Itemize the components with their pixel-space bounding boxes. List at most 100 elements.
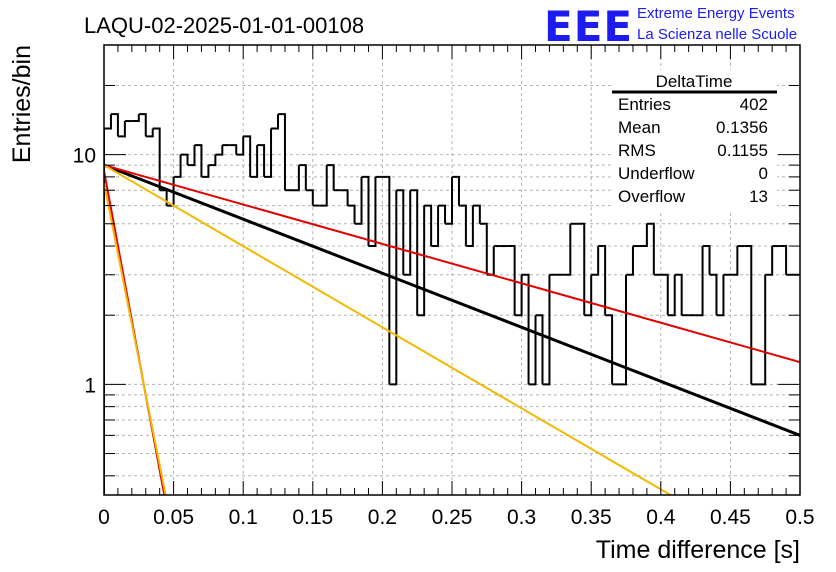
histogram-bin bbox=[591, 246, 600, 276]
histogram-bin bbox=[264, 128, 273, 178]
histogram-bin bbox=[507, 245, 516, 316]
stats-label-mean: Mean bbox=[618, 118, 661, 137]
histogram-bin bbox=[250, 145, 259, 178]
stats-value-mean: 0.1356 bbox=[716, 118, 768, 137]
histogram-bin bbox=[291, 165, 300, 192]
histogram-bin bbox=[347, 204, 356, 224]
histogram-bin bbox=[117, 121, 126, 138]
histogram-bin bbox=[354, 176, 363, 225]
x-tick-label: 0.45 bbox=[710, 506, 751, 529]
histogram-bin bbox=[472, 204, 481, 224]
histogram-bin bbox=[396, 189, 405, 275]
stats-value-entries: 402 bbox=[740, 95, 768, 114]
x-tick-label: 0 bbox=[98, 506, 110, 529]
histogram-bin bbox=[417, 205, 426, 317]
histogram-bin bbox=[229, 144, 238, 155]
y-tick-label: 10 bbox=[73, 145, 96, 168]
histogram-bin bbox=[236, 136, 245, 156]
fit-lines-layer bbox=[104, 163, 800, 495]
histogram-bin bbox=[208, 154, 217, 167]
stats-value-underflow: 0 bbox=[759, 164, 768, 183]
histogram-bin bbox=[431, 205, 440, 248]
x-tick-label: 0.05 bbox=[153, 506, 194, 529]
histogram-bin bbox=[145, 128, 154, 138]
histogram-bin bbox=[361, 175, 370, 247]
histogram-bin bbox=[340, 189, 349, 206]
histogram-bin bbox=[577, 222, 586, 316]
fit-line bbox=[104, 164, 673, 495]
histogram-bin bbox=[389, 190, 398, 386]
histogram-bin bbox=[702, 245, 711, 275]
y-tick-label: 1 bbox=[84, 374, 96, 397]
histogram-bin bbox=[152, 127, 161, 191]
eee-logo: EEE Extreme Energy Events La Scienza nel… bbox=[544, 2, 797, 51]
histogram-bin bbox=[674, 273, 683, 316]
histogram-bin bbox=[465, 205, 474, 248]
histogram-bin bbox=[660, 273, 669, 316]
stats-label-rms: RMS bbox=[618, 141, 656, 160]
stats-label-overflow: Overflow bbox=[618, 187, 686, 206]
x-tick-label: 0.4 bbox=[646, 506, 676, 529]
chart-title: LAQU-02-2025-01-01-00108 bbox=[84, 13, 364, 38]
histogram-bin bbox=[257, 144, 266, 177]
histogram-bin bbox=[709, 273, 718, 316]
tick-layer: 0 0.05 0.1 0.15 0.2 0.25 0.3 0.35 0.4 0.45 0.5 1 10 bbox=[73, 44, 815, 529]
histogram-bin bbox=[180, 153, 189, 166]
histogram-bin bbox=[194, 144, 203, 177]
x-tick-label: 0.15 bbox=[292, 506, 333, 529]
stats-value-rms: 0.1155 bbox=[717, 141, 768, 160]
histogram-bin bbox=[173, 154, 182, 178]
histogram-bin bbox=[298, 164, 307, 191]
histogram-bin bbox=[278, 113, 286, 191]
logo-letters: EEE bbox=[544, 2, 633, 51]
histogram-bin bbox=[514, 274, 523, 317]
stats-label-underflow: Underflow bbox=[618, 164, 695, 183]
histogram-bin bbox=[382, 175, 391, 385]
x-tick-label: 0.5 bbox=[785, 506, 814, 529]
histogram-bin bbox=[458, 204, 467, 247]
logo-line-2: La Scienza nelle Scuole bbox=[637, 26, 797, 43]
fit-line bbox=[104, 163, 800, 437]
histogram-bin bbox=[403, 190, 412, 276]
histogram-bin bbox=[744, 245, 753, 385]
logo-line-1: Extreme Energy Events bbox=[637, 5, 795, 22]
histogram-bin bbox=[584, 274, 593, 317]
y-axis-title: Entries/bin bbox=[8, 45, 36, 163]
histogram-bin bbox=[243, 135, 252, 177]
histogram-bin bbox=[779, 245, 788, 275]
histogram-bin bbox=[542, 274, 551, 386]
histogram-bin bbox=[528, 315, 537, 386]
x-tick-label: 0.1 bbox=[229, 506, 258, 529]
histogram-bin bbox=[326, 164, 335, 191]
x-tick-label: 0.3 bbox=[507, 506, 536, 529]
fit-line bbox=[104, 164, 800, 364]
stats-label-entries: Entries bbox=[618, 95, 671, 114]
x-axis-title: Time difference [s] bbox=[596, 536, 800, 564]
histogram-bin bbox=[215, 145, 224, 156]
histogram-bin bbox=[598, 245, 607, 316]
histogram-bin bbox=[758, 274, 767, 386]
x-tick-label: 0.35 bbox=[571, 506, 612, 529]
fit-line bbox=[104, 183, 167, 495]
histogram-bin bbox=[626, 246, 634, 276]
stats-box-name: DeltaTime bbox=[656, 72, 733, 91]
histogram-bin bbox=[110, 113, 119, 137]
histogram-bin bbox=[667, 274, 676, 317]
histogram-bin bbox=[131, 114, 140, 123]
histogram-bin bbox=[319, 165, 328, 207]
histogram-bin bbox=[187, 145, 196, 167]
histogram-bin bbox=[201, 165, 210, 178]
histogram-bin bbox=[639, 223, 648, 248]
histogram-bin bbox=[445, 176, 453, 225]
histogram-bin bbox=[646, 222, 655, 275]
histogram-bin bbox=[563, 223, 572, 276]
histogram-bin bbox=[479, 222, 488, 275]
histogram-bin bbox=[271, 114, 279, 130]
histogram-bin bbox=[521, 273, 530, 385]
histogram-bin bbox=[452, 175, 460, 206]
histogram-bin bbox=[695, 246, 704, 317]
stats-box: DeltaTime Entries 402 Mean 0.1356 RMS 0.… bbox=[612, 70, 777, 210]
x-tick-label: 0.2 bbox=[368, 506, 397, 529]
histogram-bin bbox=[765, 246, 774, 276]
